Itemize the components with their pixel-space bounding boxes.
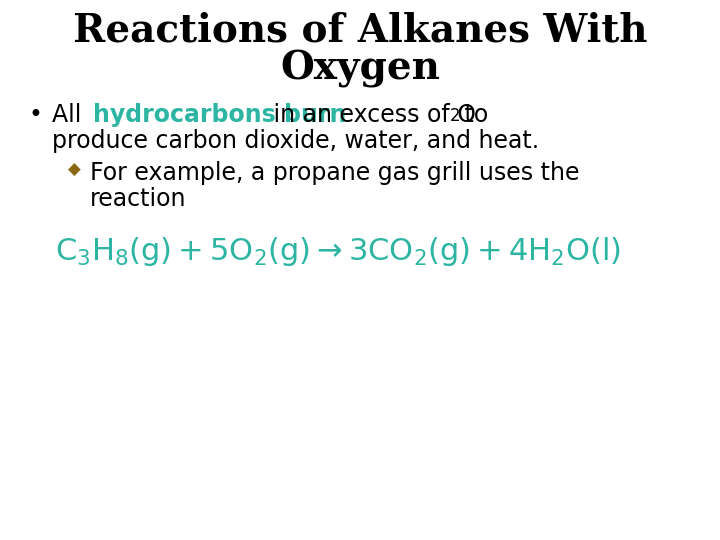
Text: hydrocarbons burn: hydrocarbons burn	[93, 103, 346, 127]
Text: Reactions of Alkanes With: Reactions of Alkanes With	[73, 12, 647, 50]
Text: 2: 2	[450, 107, 460, 125]
Text: in an excess of O: in an excess of O	[266, 103, 476, 127]
Text: Oxygen: Oxygen	[280, 50, 440, 88]
Text: reaction: reaction	[90, 187, 186, 211]
Text: to: to	[457, 103, 488, 127]
Text: •: •	[28, 103, 42, 127]
Text: All: All	[52, 103, 89, 127]
Text: produce carbon dioxide, water, and heat.: produce carbon dioxide, water, and heat.	[52, 130, 539, 153]
Text: ◆: ◆	[68, 161, 81, 179]
Text: $\mathregular{C_3H_8(g)+5O_2(g)\rightarrow 3CO_2(g)+4H_2O(l)}$: $\mathregular{C_3H_8(g)+5O_2(g)\rightarr…	[55, 235, 621, 268]
Text: For example, a propane gas grill uses the: For example, a propane gas grill uses th…	[90, 161, 580, 185]
